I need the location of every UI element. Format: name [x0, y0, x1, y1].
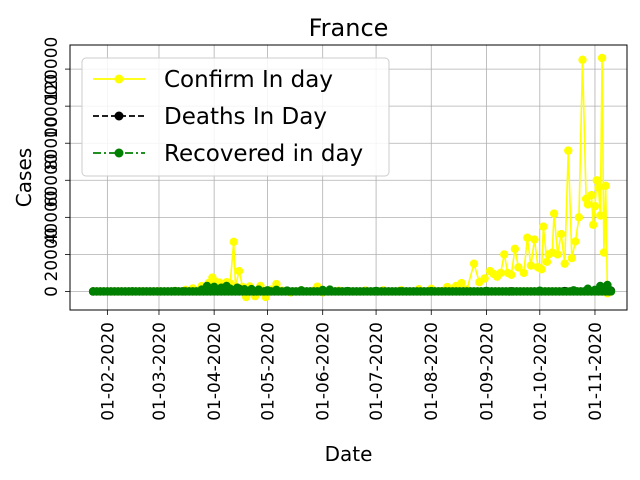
data-point [549, 209, 559, 218]
data-point [560, 259, 569, 268]
ticks: 01-02-2020 01-03-2020 01-04-2020 01-05-2020… [42, 37, 606, 421]
data-point [272, 279, 281, 289]
legend-marker [114, 148, 124, 158]
legend-label: Recovered in day [164, 141, 363, 167]
plot-frame [69, 44, 628, 311]
data-point [588, 220, 598, 229]
data-point [592, 176, 601, 185]
x-tick-label: 01-02-2020 [98, 322, 118, 421]
y-tick-label: 20000 [42, 227, 62, 281]
legend-item: Confirm In day [93, 67, 333, 93]
data-point [587, 190, 596, 200]
data-point [542, 257, 552, 267]
legend-marker [114, 74, 124, 84]
chart-title: France [309, 14, 389, 42]
data-point [590, 202, 600, 211]
data-point [526, 261, 536, 270]
legend-box [81, 57, 390, 177]
y-tick-label: 60000 [42, 153, 62, 207]
data-point [500, 250, 509, 259]
data-point [523, 233, 532, 242]
data-point [605, 287, 614, 296]
series-2 [88, 280, 616, 296]
data-point [571, 237, 580, 246]
data-point [480, 274, 489, 283]
x-tick-label: 01-11-2020 [586, 322, 606, 421]
data-point [457, 278, 466, 288]
legend: Confirm In day Deaths In Day Recovered in … [81, 57, 390, 177]
data-point [496, 268, 505, 278]
data-point [519, 268, 528, 278]
y-tick-label: 120000 [42, 37, 62, 102]
data-point [564, 146, 573, 155]
data-point [594, 183, 603, 192]
data-point [514, 263, 523, 272]
data-point [556, 229, 566, 239]
y-axis-label: Cases [12, 148, 36, 207]
data-point [597, 53, 607, 63]
data-point [510, 244, 520, 254]
data-point [578, 55, 587, 65]
x-tick-label: 01-10-2020 [531, 322, 551, 421]
data-point [537, 265, 546, 274]
y-tick-label: 0 [42, 286, 62, 297]
data-point [599, 248, 609, 257]
data-point [567, 253, 577, 263]
x-tick-label: 01-05-2020 [259, 322, 279, 421]
legend-item: Deaths In Day [93, 104, 327, 130]
data-point [539, 222, 548, 231]
legend-label: Deaths In Day [164, 104, 327, 130]
y-tick-label: 80000 [42, 116, 62, 170]
series-layer [88, 53, 616, 302]
data-point [229, 237, 238, 247]
data-point [601, 181, 610, 191]
data-point [234, 266, 244, 276]
x-tick-label: 01-04-2020 [205, 322, 225, 421]
legend-marker [114, 111, 124, 121]
legend-item: Recovered in day [93, 141, 363, 167]
x-tick-label: 01-06-2020 [314, 322, 334, 421]
x-tick-label: 01-03-2020 [150, 322, 170, 421]
legend-label: Confirm In day [164, 67, 333, 93]
data-point [583, 200, 593, 209]
data-point [530, 235, 539, 244]
data-point [507, 270, 516, 279]
data-point [574, 213, 584, 222]
x-tick-label: 01-08-2020 [422, 322, 442, 421]
x-tick-label: 01-09-2020 [477, 322, 497, 421]
x-tick-label: 01-07-2020 [367, 322, 387, 421]
x-axis-label: Date [325, 442, 373, 466]
data-point [553, 250, 562, 259]
data-point [596, 211, 605, 220]
data-point [469, 259, 479, 268]
y-tick-label: 100000 [42, 74, 62, 139]
y-tick-label: 40000 [42, 190, 62, 244]
